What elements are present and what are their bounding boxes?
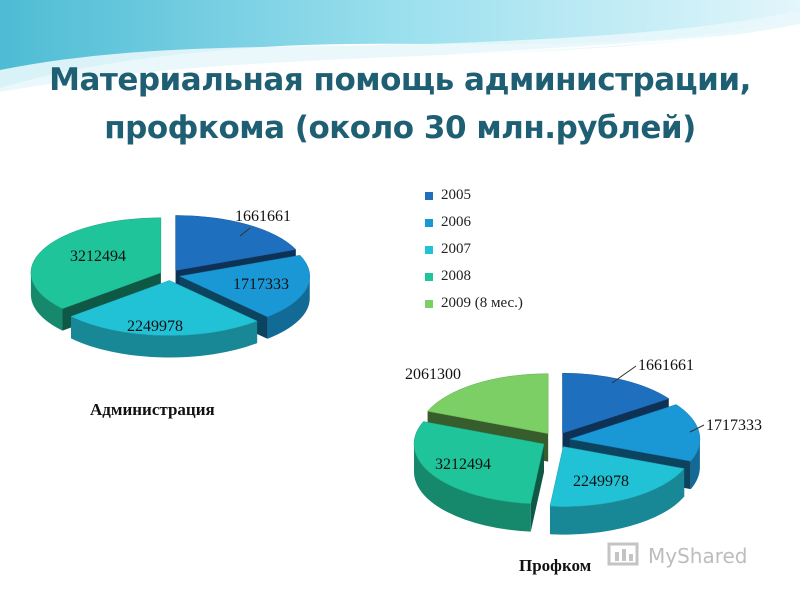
legend-item-2008: 2008 <box>425 263 523 290</box>
data-label-2007: 2249978 <box>573 473 629 490</box>
data-label-2006: 1717333 <box>233 276 289 293</box>
leader-line <box>611 365 637 384</box>
pie-slice-2007 <box>549 446 685 535</box>
pie-slice-side <box>30 272 63 331</box>
data-label-2005: 1661661 <box>235 208 291 225</box>
chart-legend: 2005 2006 2007 2008 2009 (8 мес.) <box>425 182 523 317</box>
legend-label: 2006 <box>441 214 471 230</box>
legend-swatch <box>425 272 433 281</box>
pie-chart-administration: 1661661 1717333 2249978 3212494 <box>30 208 310 358</box>
pie-slice-top <box>30 217 162 309</box>
pie-slice-top <box>427 373 549 434</box>
data-label-2008: 3212494 <box>70 248 126 265</box>
pie-slice-2007 <box>70 280 258 358</box>
data-label-2009: 2061300 <box>405 366 461 383</box>
pie-slice-top <box>549 446 685 507</box>
legend-swatch <box>425 299 433 308</box>
legend-label: 2007 <box>441 241 471 257</box>
pie-chart-profkom: 1661661 1717333 2249978 3212494 2061300 <box>405 357 762 535</box>
legend-label: 2009 (8 мес.) <box>441 295 523 311</box>
pie-slice-top <box>70 280 258 336</box>
pie-slice-side <box>414 443 531 532</box>
pie-slice-2008 <box>413 421 545 532</box>
pie-slice-side <box>549 468 685 535</box>
legend-item-2005: 2005 <box>425 182 523 209</box>
pie-slice-top <box>413 421 545 504</box>
data-label-2006: 1717333 <box>706 417 762 434</box>
leader-line <box>239 227 251 237</box>
pie-slice-top <box>569 404 701 462</box>
legend-item-2007: 2007 <box>425 236 523 263</box>
chart-title-administration: Администрация <box>90 400 215 419</box>
slide-title-line-1: Материальная помощь администрации, <box>49 62 751 98</box>
legend-item-2006: 2006 <box>425 209 523 236</box>
legend-label: 2008 <box>441 268 471 284</box>
data-label-2007: 2249978 <box>127 318 183 335</box>
pie-slice-side <box>267 276 310 339</box>
data-label-2008: 3212494 <box>435 456 491 473</box>
leader-line <box>689 424 705 433</box>
chart-title-profkom: Профком <box>519 556 592 575</box>
presentation-icon <box>607 542 639 566</box>
slide-title-line-2: профкома (около 30 млн.рублей) <box>104 110 696 146</box>
pie-slice-side <box>690 439 700 490</box>
pie-slice-top <box>562 372 670 434</box>
data-label-2005: 1661661 <box>638 357 694 374</box>
header-wave <box>0 0 800 99</box>
watermark-text: MyShared <box>648 544 748 568</box>
legend-label: 2005 <box>441 187 471 203</box>
pie-slice-side <box>71 316 258 358</box>
legend-swatch <box>425 218 433 227</box>
watermark-logo: MyShared <box>606 538 766 572</box>
legend-swatch <box>425 245 433 254</box>
pie-slice-top <box>178 255 310 318</box>
pie-slice-top <box>175 215 297 271</box>
legend-item-2009: 2009 (8 мес.) <box>425 290 523 317</box>
legend-swatch <box>425 191 433 200</box>
